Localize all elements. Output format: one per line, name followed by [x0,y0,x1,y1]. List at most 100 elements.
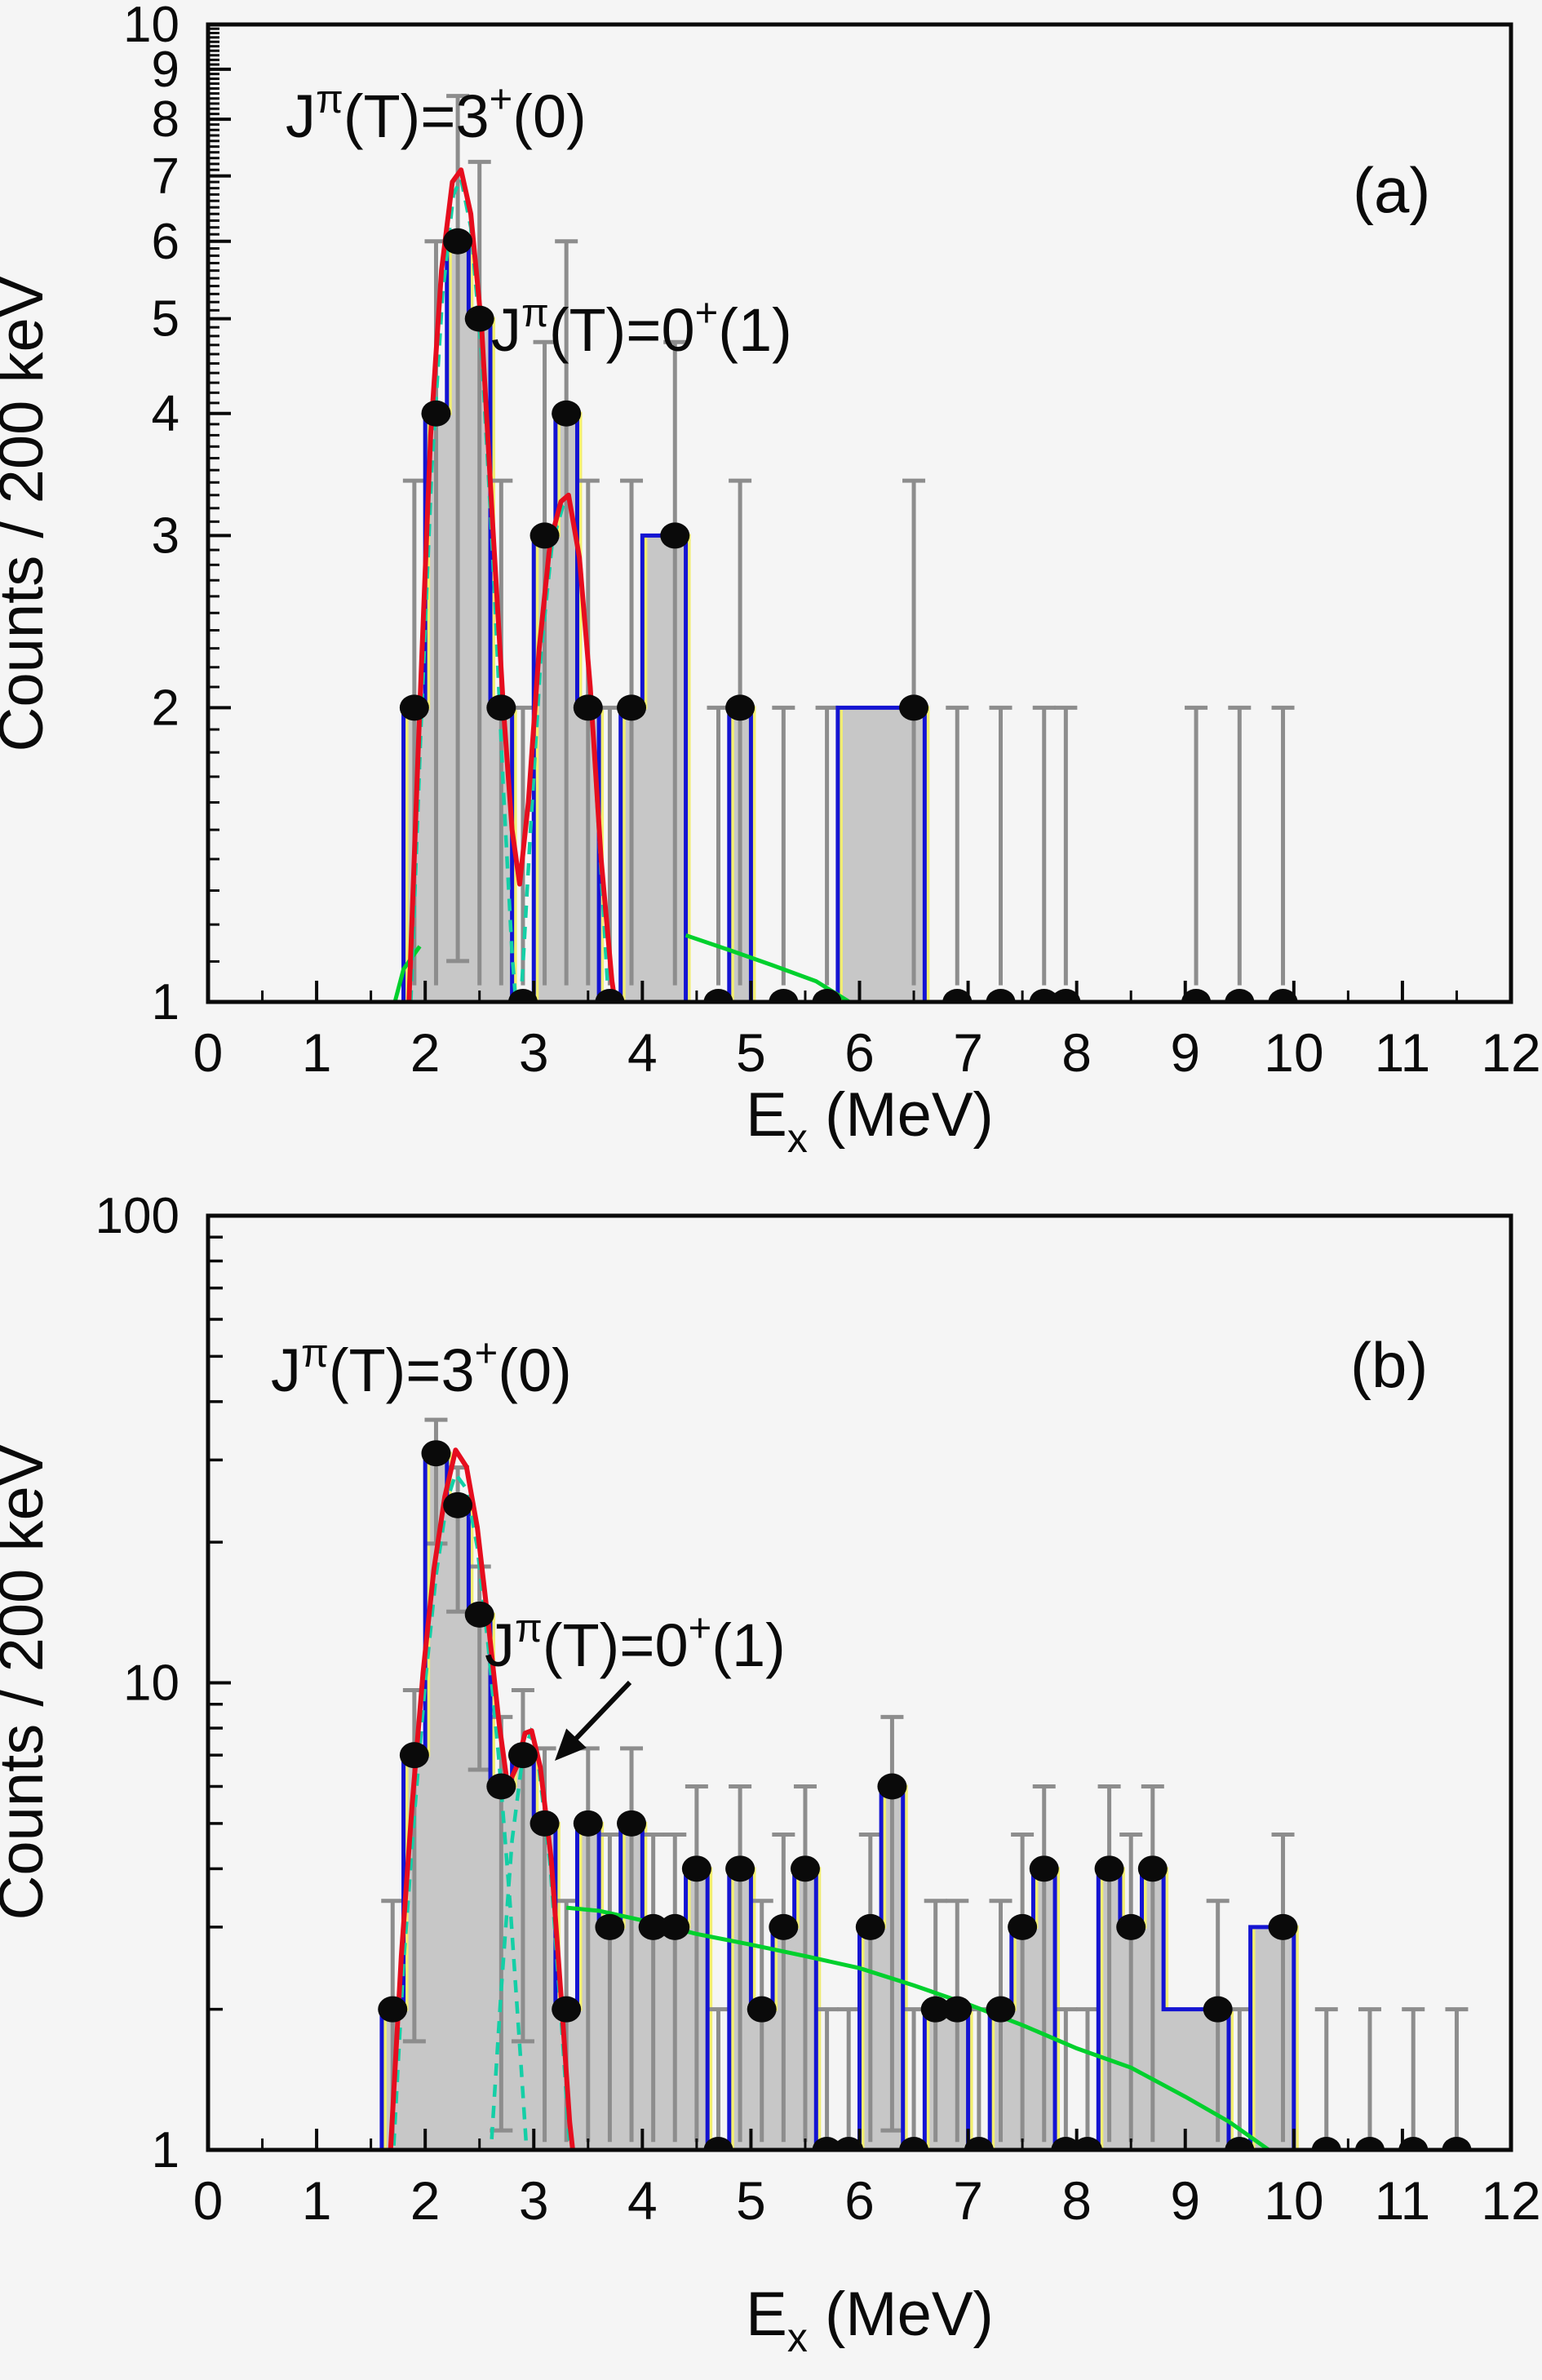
y-axis-title: Counts / 200 keV [0,1444,56,1920]
y-tick-label: 5 [152,291,179,348]
y-tick-label: 10 [123,1655,179,1712]
fit-curve-red [406,167,618,1002]
data-point-marker [769,989,799,1002]
data-point-marker [1008,1913,1038,1940]
data-point-marker [617,694,647,721]
data-point-marker [1311,2137,1341,2150]
data-point-marker [464,305,494,332]
data-point-marker [486,1773,516,1800]
data-point-marker [986,1996,1016,2023]
x-tick-label: 4 [627,1022,658,1083]
data-point-marker [681,1855,711,1882]
data-point-marker [378,1996,408,2023]
annotation-arrow-head [555,1728,587,1761]
data-point-marker [573,1810,603,1837]
data-point-marker [1072,2137,1102,2150]
histogram-fill [403,241,1294,1002]
data-point-marker [855,1913,885,1940]
data-point-marker [1268,1913,1298,1940]
data-point-marker [530,1810,560,1837]
x-tick-label: 12 [1481,1022,1540,1083]
panel-b: 0123456789101112110100Jπ​(T)=3+​(0)Jπ​(T… [0,1188,1541,2360]
data-point-marker [660,522,690,549]
data-point-marker [1029,1855,1059,1882]
annotation-state-0plus1: Jπ​(T)=0+​(1) [491,291,792,364]
panel-label: (a) [1353,154,1430,226]
data-point-marker [703,989,733,1002]
x-axis-title: Ex​ (MeV) [746,1080,994,1161]
data-point-marker [942,1996,973,2023]
x-tick-label: 9 [1170,2170,1200,2231]
data-point-marker [964,2137,994,2150]
data-point-marker [507,989,538,1002]
data-point-marker [1181,989,1212,1002]
x-tick-label: 4 [627,2170,658,2231]
y-tick-label: 2 [152,680,179,736]
data-point-marker [769,1913,799,1940]
y-tick-label: 4 [152,386,179,442]
data-point-marker [812,989,842,1002]
x-tick-label: 8 [1061,2170,1092,2231]
y-tick-label: 10 [123,0,179,53]
fit-curve-red [388,1447,575,2150]
x-tick-label: 2 [410,2170,441,2231]
x-tick-label: 5 [736,1022,766,1083]
data-points [378,1440,1472,2150]
x-tick-label: 3 [519,2170,549,2231]
data-point-marker [877,1773,907,1800]
data-point-marker [573,694,603,721]
data-point-marker [595,989,625,1002]
data-points [399,228,1298,1002]
data-point-marker [464,1601,494,1628]
data-point-marker [1354,2137,1385,2150]
data-point-marker [747,1996,777,2023]
x-tick-label: 11 [1375,2170,1431,2231]
data-point-marker [486,694,516,721]
x-tick-label: 12 [1481,2170,1540,2231]
x-tick-label: 2 [410,1022,441,1083]
x-axis: 0 1 2 3 4 5 6 7 8 9 10 11 12 [193,2129,1541,2231]
x-tick-label: 9 [1170,1022,1200,1083]
x-tick-label: 10 [1264,2170,1323,2231]
data-point-marker [1398,2137,1429,2150]
x-tick-label: 10 [1264,1022,1323,1083]
x-tick-label: 7 [953,2170,983,2231]
x-tick-label: 1 [302,1022,332,1083]
y-axis: 1 10 100 [95,1188,231,2178]
x-tick-label: 6 [844,1022,875,1083]
data-point-marker [1203,1996,1233,2023]
x-tick-label: 8 [1061,1022,1092,1083]
y-tick-label: 8 [152,91,179,148]
data-point-marker [703,2137,733,2150]
data-point-marker [638,1913,668,1940]
y-tick-label: 9 [152,42,179,98]
data-point-marker [1268,989,1298,1002]
y-tick-label: 1 [152,2122,179,2178]
data-point-marker [443,228,473,255]
y-tick-label: 100 [95,1188,179,1244]
x-tick-label: 0 [193,1022,224,1083]
y-tick-label: 6 [152,214,179,270]
data-point-marker [834,2137,864,2150]
x-tick-label: 3 [519,1022,549,1083]
data-point-marker [920,1996,950,2023]
data-point-marker [942,989,973,1002]
data-point-marker [725,694,755,721]
data-point-marker [812,2137,842,2150]
data-point-marker [399,1742,429,1769]
y-axis-title: Counts / 200 keV [0,276,56,751]
data-point-marker [530,522,560,549]
x-tick-label: 11 [1375,1022,1431,1083]
x-tick-label: 1 [302,2170,332,2231]
data-point-marker [507,1742,538,1769]
data-point-marker [725,1855,755,1882]
annotation-state-3plus0: Jπ​(T)=3+​(0) [271,1332,572,1404]
y-tick-label: 3 [152,507,179,564]
x-tick-label: 0 [193,2170,224,2231]
data-point-marker [421,400,451,427]
data-point-marker [790,1855,820,1882]
annotation-state-3plus0: Jπ​(T)=3+​(0) [286,78,587,150]
